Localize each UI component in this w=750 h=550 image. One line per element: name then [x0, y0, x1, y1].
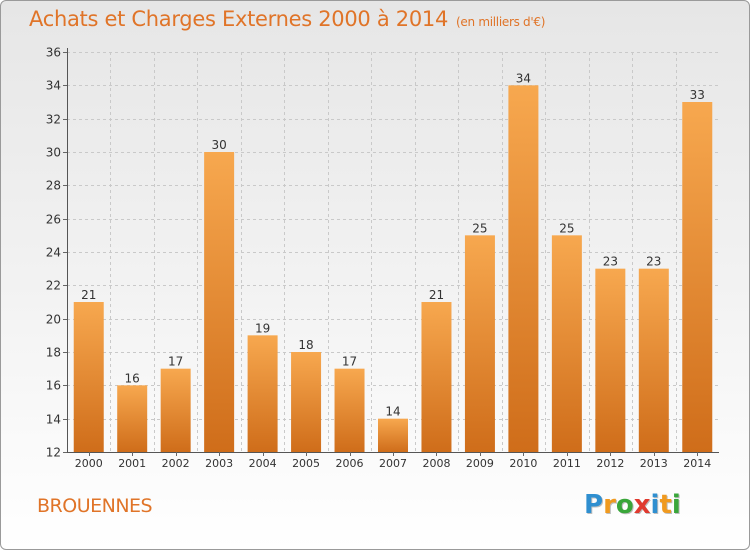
y-tick-label: 26 [46, 213, 61, 227]
data-label: 23 [603, 255, 618, 269]
x-tick-label: 2006 [336, 457, 364, 470]
labels: 12 14 16 18 20 22 24 26 28 30 32 34 36 21 2000 16 2001 17… [46, 46, 712, 471]
x-tick-label: 2004 [249, 457, 277, 470]
y-tick-label: 24 [46, 246, 61, 260]
data-label: 21 [429, 288, 444, 302]
y-tick-label: 14 [46, 413, 61, 427]
bar [638, 268, 669, 452]
data-label: 17 [168, 355, 183, 369]
bar [508, 85, 539, 452]
data-label: 21 [81, 288, 96, 302]
bar [73, 302, 104, 452]
y-tick-label: 16 [46, 379, 61, 393]
logo-letter: i [650, 490, 660, 520]
y-tick-label: 18 [46, 346, 61, 360]
data-label: 25 [472, 221, 487, 235]
y-tick-label: 12 [46, 446, 61, 460]
y-tick-label: 28 [46, 179, 61, 193]
x-tick-label: 2002 [162, 457, 190, 470]
data-label: 19 [255, 321, 270, 335]
commune-name: BROUENNES [37, 495, 153, 517]
y-tick-label: 32 [46, 113, 61, 127]
grid [67, 52, 719, 452]
data-label: 18 [298, 338, 313, 352]
x-tick-label: 2007 [379, 457, 407, 470]
x-tick-label: 2010 [509, 457, 537, 470]
bar [247, 335, 278, 452]
logo-letter: t [659, 490, 672, 520]
bar [551, 235, 582, 452]
x-tick-label: 2008 [422, 457, 450, 470]
bars [73, 85, 713, 452]
axes [63, 48, 719, 456]
chart-subtitle: (en milliers d'€) [456, 15, 546, 29]
bar [291, 352, 322, 452]
data-label: 16 [125, 371, 140, 385]
x-tick-label: 2014 [683, 457, 711, 470]
data-label: 33 [690, 88, 705, 102]
chart-title: Achats et Charges Externes 2000 à 2014 (e… [29, 7, 545, 31]
bar [421, 302, 452, 452]
y-tick-label: 20 [46, 313, 61, 327]
logo-letter: o [615, 490, 634, 520]
bar [334, 368, 365, 452]
bar [378, 418, 408, 452]
x-tick-label: 2005 [292, 457, 320, 470]
x-tick-label: 2011 [553, 457, 581, 470]
y-tick-label: 34 [46, 79, 61, 93]
logo-letter: i [671, 490, 681, 520]
y-tick-label: 30 [46, 146, 61, 160]
bar [160, 368, 191, 452]
bar [464, 235, 495, 452]
logo-letter: x [633, 490, 651, 520]
x-tick-label: 2003 [205, 457, 233, 470]
x-tick-label: 2013 [640, 457, 668, 470]
data-label: 17 [342, 355, 357, 369]
data-label: 34 [516, 71, 531, 85]
x-tick-label: 2000 [75, 457, 103, 470]
bar [117, 385, 148, 452]
bar [595, 268, 626, 452]
x-tick-label: 2001 [118, 457, 146, 470]
y-tick-label: 36 [46, 46, 61, 60]
data-label: 25 [559, 221, 574, 235]
x-tick-label: 2009 [466, 457, 494, 470]
logo-letter: P [584, 490, 604, 520]
data-label: 14 [385, 405, 400, 419]
bar [204, 152, 235, 452]
title-text: Achats et Charges Externes 2000 à 2014 [29, 7, 449, 31]
data-label: 30 [211, 138, 226, 152]
y-tick-label: 22 [46, 279, 61, 293]
logo-letter: r [603, 490, 616, 520]
data-label: 23 [646, 255, 661, 269]
bar [682, 102, 713, 452]
x-tick-label: 2012 [596, 457, 624, 470]
proxiti-logo: Proxiti [584, 490, 681, 520]
